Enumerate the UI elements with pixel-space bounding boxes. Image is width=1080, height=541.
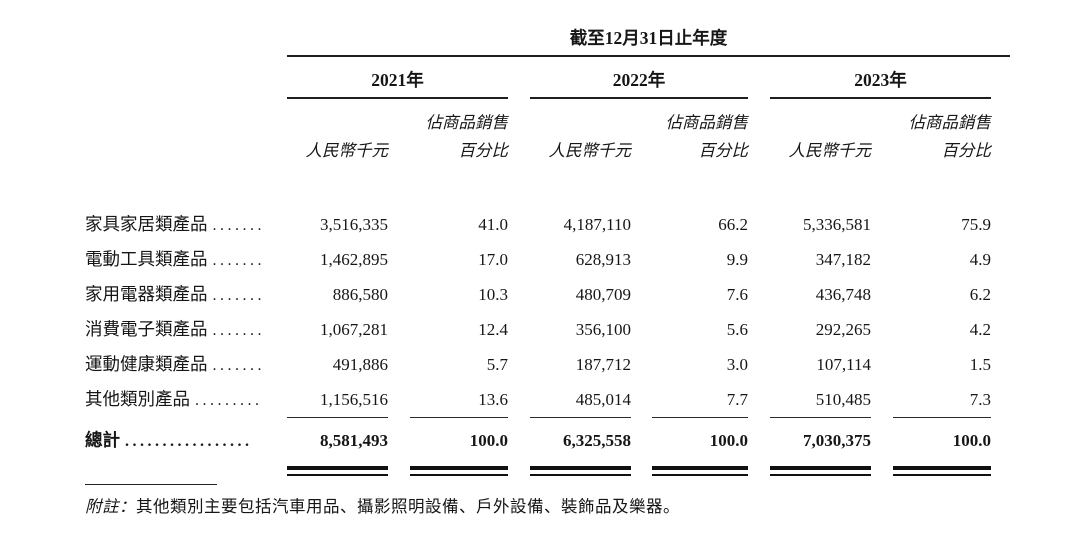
cell-2021-pct: 17.0 xyxy=(478,249,508,269)
subheader-percent-2023: 百分比 xyxy=(941,141,992,161)
subheader-percent-2022: 百分比 xyxy=(698,141,749,161)
cell-2023-rmb: 107,114 xyxy=(816,354,871,374)
leader-dots: ......... xyxy=(195,392,263,410)
period-header-row: 截至12月31日止年度 xyxy=(85,28,1010,58)
cell-2021-rmb: 1,462,895 xyxy=(320,249,388,269)
cell-2021-rmb: 886,580 xyxy=(332,284,388,304)
cell-2023-rmb: 347,182 xyxy=(815,249,871,269)
year-header-2022: 2022年 xyxy=(530,56,748,100)
leader-dots: ....... xyxy=(212,286,265,304)
period-header: 截至12月31日止年度 xyxy=(287,28,1010,58)
subheader-top-row: 佔商品銷售 佔商品銷售 佔商品銷售 xyxy=(85,98,1010,133)
footnote: 附註：其他類別主要包括汽車用品、攝影照明設備、戶外設備、裝飾品及樂器。 xyxy=(85,484,1005,517)
cell-2021-pct: 41.0 xyxy=(478,214,508,234)
cell-2021-pct: 12.4 xyxy=(478,319,508,339)
cell-2023-rmb: 5,336,581 xyxy=(803,214,871,234)
double-rule xyxy=(287,466,388,477)
cell-2022-pct: 66.2 xyxy=(718,214,748,234)
subheader-pct-of-sales-2021: 佔商品銷售 xyxy=(425,113,509,133)
data-table: 截至12月31日止年度 2021年 2022年 2023年 佔商品銷售 佔商品銷… xyxy=(85,28,1010,478)
cell-2023-rmb: 436,748 xyxy=(815,284,871,304)
subheader-bottom-row: 人民幣千元 百分比 人民幣千元 百分比 人民幣千元 百分比 xyxy=(85,133,1010,163)
spacer-row xyxy=(85,163,1010,207)
leader-dots: ....... xyxy=(212,216,265,234)
double-rule xyxy=(893,466,991,477)
cell-2022-rmb: 628,913 xyxy=(575,249,631,269)
table-row-sports-health: 運動健康類產品....... 491,886 5.7 187,712 3.0 1… xyxy=(85,347,1010,382)
cell-2023-pct: 4.2 xyxy=(969,319,991,339)
cell-2022-rmb: 187,712 xyxy=(575,354,631,374)
row-label: 消費電子類產品 xyxy=(85,318,208,339)
revenue-breakdown-table: 截至12月31日止年度 2021年 2022年 2023年 佔商品銷售 佔商品銷… xyxy=(85,28,1010,478)
row-label: 家具家居類產品 xyxy=(85,213,208,234)
double-rule xyxy=(770,466,871,477)
leader-dots: ....... xyxy=(212,356,265,374)
cell-2023-pct: 6.2 xyxy=(969,284,991,304)
row-label: 家用電器類產品 xyxy=(85,283,208,304)
leader-dots: ....... xyxy=(212,321,265,339)
cell-2023-pct: 7.3 xyxy=(893,382,991,419)
total-label: 總計 xyxy=(85,430,120,451)
subheader-pct-of-sales-2022: 佔商品銷售 xyxy=(665,113,749,133)
leader-dots: ................. xyxy=(125,433,253,451)
cell-2023-pct: 4.9 xyxy=(969,249,991,269)
total-2021-rmb: 8,581,493 xyxy=(320,431,388,451)
cell-2022-rmb: 356,100 xyxy=(575,319,631,339)
total-2021-pct: 100.0 xyxy=(469,431,508,451)
subheader-rmb-2022: 人民幣千元 xyxy=(548,141,632,161)
row-label: 電動工具類產品 xyxy=(85,248,208,269)
double-rule xyxy=(652,466,748,477)
cell-2022-pct: 7.7 xyxy=(652,382,748,419)
subheader-percent-2021: 百分比 xyxy=(458,141,509,161)
total-2022-pct: 100.0 xyxy=(709,431,748,451)
cell-2021-rmb: 1,067,281 xyxy=(320,319,388,339)
total-2023-pct: 100.0 xyxy=(952,431,991,451)
table-row-other-categories: 其他類別產品......... 1,156,516 13.6 485,014 7… xyxy=(85,382,1010,419)
table-row-total: 總計................. 8,581,493 100.0 6,32… xyxy=(85,418,1010,465)
cell-2022-pct: 5.6 xyxy=(726,319,748,339)
total-2023-rmb: 7,030,375 xyxy=(803,431,871,451)
table-row-power-tools: 電動工具類產品....... 1,462,895 17.0 628,913 9.… xyxy=(85,242,1010,277)
total-2022-rmb: 6,325,558 xyxy=(563,431,631,451)
cell-2021-rmb: 491,886 xyxy=(332,354,388,374)
subheader-rmb-2021: 人民幣千元 xyxy=(305,141,389,161)
double-rule xyxy=(410,466,508,477)
subheader-rmb-2023: 人民幣千元 xyxy=(788,141,872,161)
cell-2023-rmb: 292,265 xyxy=(815,319,871,339)
double-rule-row xyxy=(85,464,1010,478)
cell-2021-pct: 5.7 xyxy=(486,354,508,374)
cell-2021-rmb: 1,156,516 xyxy=(287,382,388,419)
subheader-pct-of-sales-2023: 佔商品銷售 xyxy=(908,113,992,133)
cell-2022-pct: 3.0 xyxy=(726,354,748,374)
table-row-consumer-electronics: 消費電子類產品....... 1,067,281 12.4 356,100 5.… xyxy=(85,312,1010,347)
year-header-row: 2021年 2022年 2023年 xyxy=(85,56,1010,100)
cell-2022-rmb: 4,187,110 xyxy=(563,214,631,234)
leader-dots: ....... xyxy=(212,251,265,269)
cell-2023-pct: 75.9 xyxy=(961,214,991,234)
year-header-2023: 2023年 xyxy=(770,56,991,100)
row-label: 運動健康類產品 xyxy=(85,353,208,374)
cell-2022-rmb: 480,709 xyxy=(575,284,631,304)
row-label: 其他類別產品 xyxy=(85,389,190,410)
footnote-prefix: 附註： xyxy=(85,497,136,516)
cell-2022-rmb: 485,014 xyxy=(530,382,631,419)
double-rule xyxy=(530,466,631,477)
cell-2021-pct: 13.6 xyxy=(410,382,508,419)
cell-2021-pct: 10.3 xyxy=(478,284,508,304)
cell-2023-rmb: 510,485 xyxy=(770,382,871,419)
cell-2022-pct: 7.6 xyxy=(726,284,748,304)
cell-2023-pct: 1.5 xyxy=(969,354,991,374)
year-header-2021: 2021年 xyxy=(287,56,508,100)
footnote-rule xyxy=(85,484,217,485)
footnote-body: 其他類別主要包括汽車用品、攝影照明設備、戶外設備、裝飾品及樂器。 xyxy=(136,497,680,516)
cell-2021-rmb: 3,516,335 xyxy=(320,214,388,234)
cell-2022-pct: 9.9 xyxy=(726,249,748,269)
table-row-home-appliances: 家用電器類產品....... 886,580 10.3 480,709 7.6 … xyxy=(85,277,1010,312)
table-row-furniture-home: 家具家居類產品....... 3,516,335 41.0 4,187,110 … xyxy=(85,207,1010,242)
